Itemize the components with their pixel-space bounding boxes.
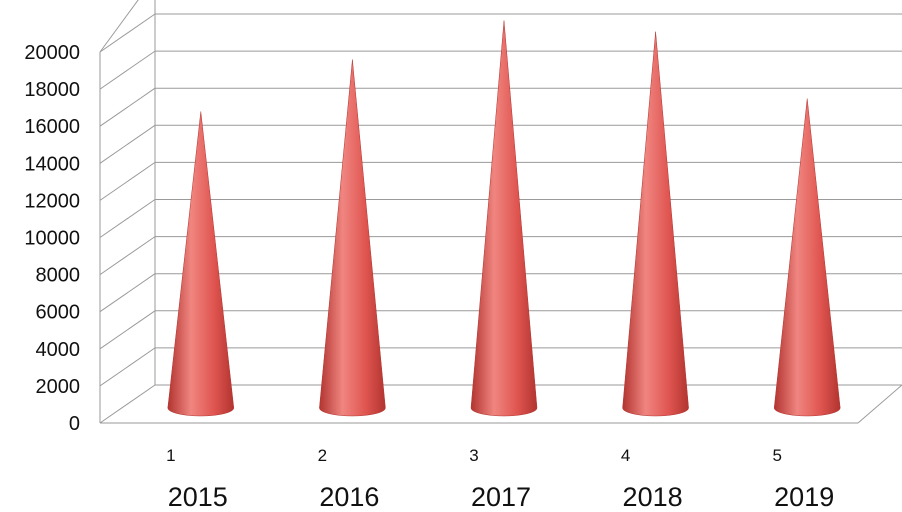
y-tick-label: 8000 [36, 265, 81, 287]
cone-2015 [167, 111, 235, 417]
gridline-depth [99, 199, 156, 238]
y-tick-label: 16000 [24, 116, 80, 138]
category-label: 3 [469, 446, 478, 465]
gridline-depth [99, 50, 156, 90]
y-tick-label: 6000 [36, 302, 81, 324]
y-tick-label: 20000 [24, 42, 80, 64]
cone-2018 [622, 31, 689, 417]
year-label: 2016 [319, 482, 379, 512]
gridline-depth [99, 161, 156, 201]
cone-2016 [319, 59, 386, 417]
y-tick-label: 10000 [24, 228, 80, 250]
category-label: 5 [772, 446, 781, 465]
cone-body [167, 111, 235, 417]
cone-2017 [470, 20, 538, 417]
category-label: 2 [318, 446, 327, 465]
category-label: 4 [621, 446, 630, 465]
side-wall-top [99, 0, 139, 53]
gridline-depth [99, 310, 156, 350]
gridline-depth [99, 273, 156, 313]
cone-body [319, 59, 386, 417]
year-label: 2018 [623, 482, 683, 512]
cones [167, 20, 841, 417]
gridline-depth [99, 236, 156, 276]
year-label: 2017 [471, 482, 531, 512]
gridline-depth [99, 384, 156, 424]
axes [99, 0, 902, 424]
cone-2019 [773, 98, 841, 417]
labels: 0 2000 4000 6000 8000 10000 12000 14000 16000 180… [24, 42, 834, 512]
y-tick-label: 0 [69, 413, 80, 435]
floor-right-edge [857, 384, 902, 424]
cone-body [470, 20, 538, 417]
y-tick-label: 2000 [36, 376, 81, 398]
y-tick-label: 12000 [24, 190, 80, 212]
gridline-depth [99, 13, 156, 53]
year-label: 2015 [168, 482, 228, 512]
gridline-depth [99, 87, 156, 127]
category-label: 1 [166, 446, 175, 465]
y-tick-label: 14000 [24, 153, 80, 175]
cone-body [622, 31, 689, 417]
gridline-depth [99, 347, 156, 387]
year-label: 2019 [774, 482, 834, 512]
y-tick-label: 18000 [24, 79, 80, 101]
cone-body [773, 98, 841, 417]
y-tick-label: 4000 [36, 339, 81, 361]
gridline-depth [99, 124, 156, 164]
